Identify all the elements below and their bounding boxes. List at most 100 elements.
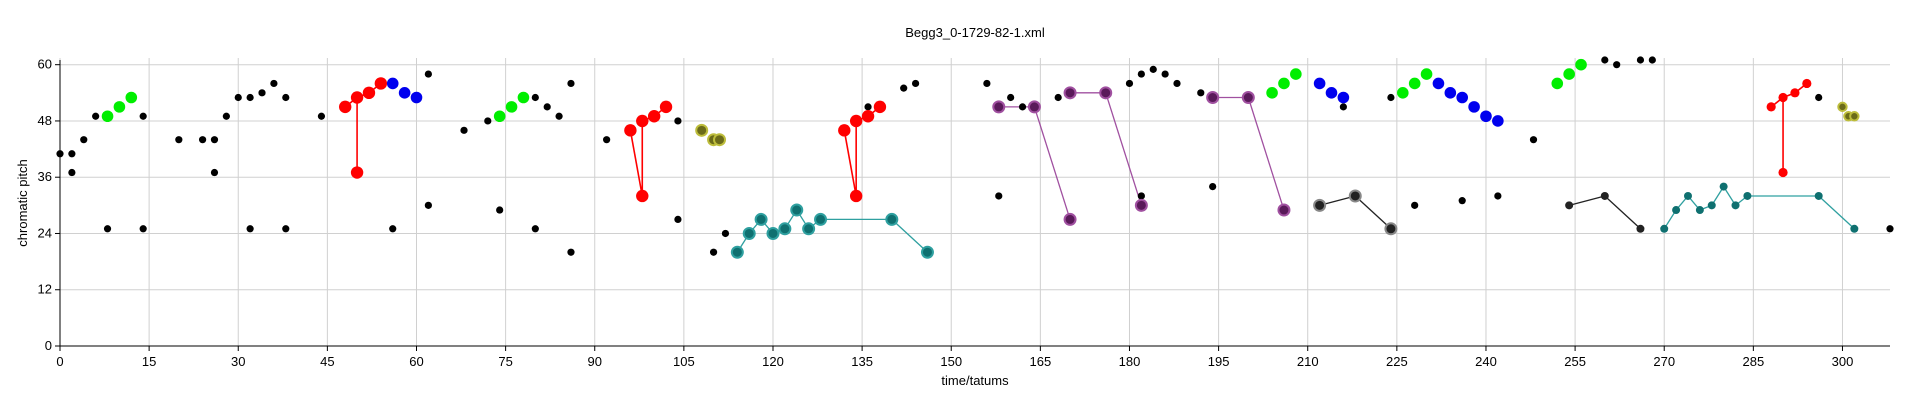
series-point <box>730 245 744 259</box>
data-point <box>198 136 207 144</box>
series-lines <box>344 82 1855 253</box>
series-line-segment <box>1033 106 1071 220</box>
series-point <box>713 133 727 147</box>
series-point <box>636 114 649 128</box>
data-point <box>531 225 539 233</box>
series-point <box>1660 224 1669 233</box>
series-point <box>790 203 804 217</box>
series-point <box>1027 100 1041 114</box>
series-point <box>861 110 875 123</box>
x-tick-label: 60 <box>409 354 423 369</box>
data-point <box>1815 93 1823 102</box>
x-tick-label: 15 <box>142 354 156 369</box>
data-point <box>555 112 563 120</box>
series-point <box>1695 206 1704 215</box>
series-point <box>1707 201 1716 210</box>
data-point <box>103 225 112 233</box>
series-point <box>920 245 934 259</box>
x-tick-label: 300 <box>1832 354 1854 369</box>
series-point <box>1290 68 1302 80</box>
series-point <box>754 212 768 226</box>
data-point <box>92 112 100 120</box>
series-point <box>1241 91 1255 105</box>
series-point <box>1313 198 1327 212</box>
data-point <box>496 206 504 214</box>
series-point <box>1778 92 1788 103</box>
series-point <box>1396 87 1409 99</box>
series-point <box>1063 86 1077 100</box>
data-point <box>1886 225 1894 233</box>
data-point <box>210 168 219 177</box>
series-point <box>849 114 863 128</box>
data-point <box>567 248 575 256</box>
series-point <box>778 222 792 236</box>
data-point <box>1137 70 1145 78</box>
y-tick-label: 12 <box>38 282 52 297</box>
series-point <box>1206 91 1220 105</box>
series-point <box>1468 101 1480 113</box>
series-point <box>1731 201 1740 210</box>
x-tick-label: 255 <box>1564 354 1586 369</box>
series-point <box>1420 68 1433 80</box>
data-point <box>864 103 872 111</box>
data-point <box>1458 197 1466 205</box>
x-tick-label: 120 <box>762 354 784 369</box>
series-point <box>398 87 411 99</box>
data-point <box>246 225 254 233</box>
series-point <box>1266 87 1278 99</box>
series-point <box>1337 91 1350 104</box>
series-point <box>1672 206 1681 215</box>
series-point <box>125 91 138 104</box>
series-point <box>1802 78 1812 89</box>
x-tick-label: 30 <box>231 354 245 369</box>
series-line-segment <box>891 218 928 253</box>
series-point <box>1313 77 1326 90</box>
x-tick-label: 285 <box>1742 354 1764 369</box>
x-tick-label: 75 <box>498 354 512 369</box>
x-tick-label: 180 <box>1119 354 1141 369</box>
series-point <box>1766 102 1776 112</box>
series-point <box>1278 77 1290 90</box>
data-point <box>674 117 682 125</box>
x-axis-label: time/tatums <box>941 373 1009 388</box>
data-point <box>389 225 397 233</box>
series-line-segment <box>1604 195 1641 230</box>
series-point <box>1814 191 1823 200</box>
axes <box>59 60 1890 347</box>
y-tick-label: 24 <box>38 225 52 240</box>
data-point <box>1125 79 1134 88</box>
data-point <box>222 112 230 120</box>
x-tick-label: 90 <box>588 354 602 369</box>
series-point <box>113 101 126 113</box>
y-tick-label: 0 <box>45 338 52 353</box>
series-point <box>1850 224 1859 233</box>
data-point <box>1339 103 1347 111</box>
data-point <box>484 117 492 125</box>
series-point <box>1325 87 1338 99</box>
series-point <box>1456 91 1469 104</box>
series-point <box>1719 182 1728 191</box>
data-point <box>1137 192 1145 200</box>
x-tick-label: 165 <box>1030 354 1052 369</box>
data-point <box>270 79 278 88</box>
data-point <box>139 112 147 120</box>
data-point <box>56 150 64 158</box>
y-tick-label: 36 <box>38 169 52 184</box>
series-point <box>873 100 887 114</box>
data-point <box>1613 61 1621 69</box>
data-point <box>900 84 908 92</box>
series-point <box>1492 115 1504 127</box>
series-point <box>1636 224 1645 233</box>
data-point <box>1494 192 1502 200</box>
series-point <box>695 123 709 137</box>
series-point <box>1384 222 1398 236</box>
x-tick-label: 105 <box>673 354 695 369</box>
series-point <box>350 166 364 179</box>
series-point <box>1432 77 1445 90</box>
y-tick-label: 48 <box>38 113 52 128</box>
series-line-segment <box>1818 195 1855 230</box>
tick-labels: 0 15 30 45 60 75 90 105 120 135 150 165 180 195 210 225… <box>38 57 1854 369</box>
series-point <box>1837 101 1848 113</box>
data-point <box>175 136 183 144</box>
series-point <box>1790 88 1800 98</box>
